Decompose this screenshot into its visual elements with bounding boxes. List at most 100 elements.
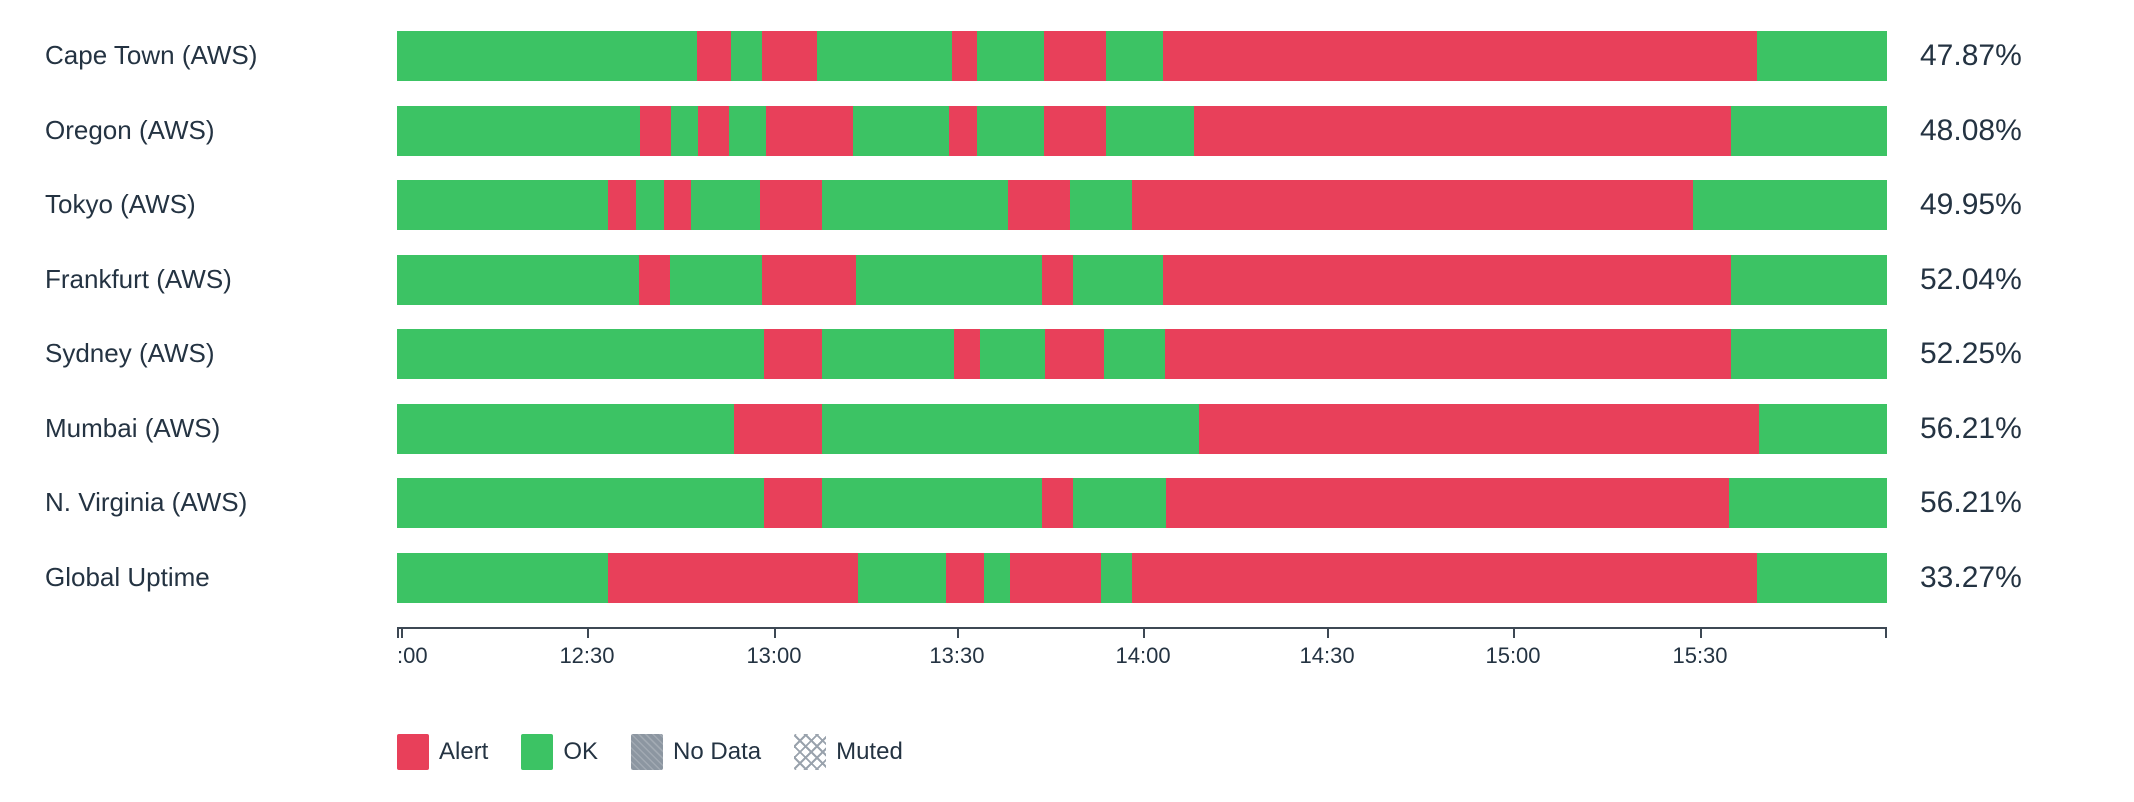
status-bar[interactable] (397, 478, 1887, 528)
status-segment-ok[interactable] (1730, 329, 1887, 379)
status-segment-alert[interactable] (639, 105, 671, 156)
status-segment-ok[interactable] (397, 180, 609, 230)
status-segment-alert[interactable] (638, 254, 670, 305)
legend-swatch-ok (521, 734, 554, 770)
status-segment-alert[interactable] (1131, 552, 1757, 603)
status-segment-ok[interactable] (669, 254, 763, 305)
status-segment-alert[interactable] (1162, 31, 1757, 81)
status-segment-ok[interactable] (635, 180, 664, 230)
status-segment-ok[interactable] (1106, 105, 1195, 156)
status-segment-ok[interactable] (1757, 31, 1887, 81)
status-segment-ok[interactable] (1730, 254, 1887, 305)
status-bar[interactable] (397, 254, 1887, 305)
status-segment-ok[interactable] (1731, 105, 1887, 156)
status-segment-ok[interactable] (1756, 552, 1887, 603)
status-segment-ok[interactable] (822, 478, 1043, 528)
status-segment-ok[interactable] (976, 31, 1044, 81)
status-segment-ok[interactable] (1758, 403, 1887, 454)
status-segment-alert[interactable] (1007, 180, 1070, 230)
status-segment-alert[interactable] (951, 31, 977, 81)
status-segment-alert[interactable] (761, 31, 817, 81)
status-segment-alert[interactable] (759, 180, 822, 230)
uptime-row: Sydney (AWS) 52.25% (0, 329, 2134, 379)
status-segment-ok[interactable] (1073, 478, 1167, 528)
status-segment-ok[interactable] (397, 329, 764, 379)
region-label: Cape Town (AWS) (45, 40, 258, 71)
status-segment-alert[interactable] (762, 254, 857, 305)
status-segment-alert[interactable] (1198, 403, 1759, 454)
status-segment-ok[interactable] (822, 329, 954, 379)
status-segment-alert[interactable] (698, 105, 730, 156)
status-bar[interactable] (397, 105, 1887, 156)
uptime-status-widget: Cape Town (AWS) 47.87% Oregon (AWS) 48.08% T… (0, 31, 2134, 770)
status-segment-ok[interactable] (1069, 180, 1132, 230)
status-segment-alert[interactable] (663, 180, 691, 230)
status-segment-alert[interactable] (763, 329, 823, 379)
axis-tick-label: :00 (397, 643, 428, 668)
uptime-rows: Cape Town (AWS) 47.87% Oregon (AWS) 48.08% T… (0, 31, 2134, 603)
status-segment-alert[interactable] (1166, 478, 1730, 528)
status-segment-ok[interactable] (1105, 31, 1163, 81)
status-segment-ok[interactable] (816, 31, 952, 81)
status-segment-alert[interactable] (608, 552, 859, 603)
status-segment-alert[interactable] (1044, 105, 1107, 156)
status-segment-ok[interactable] (397, 552, 609, 603)
status-segment-ok[interactable] (690, 180, 760, 230)
status-segment-ok[interactable] (1100, 552, 1132, 603)
status-segment-ok[interactable] (853, 105, 949, 156)
status-segment-alert[interactable] (763, 478, 823, 528)
status-segment-alert[interactable] (1162, 254, 1731, 305)
status-segment-ok[interactable] (397, 31, 697, 81)
status-segment-ok[interactable] (821, 180, 1008, 230)
status-segment-ok[interactable] (856, 254, 1042, 305)
status-segment-alert[interactable] (765, 105, 854, 156)
status-segment-ok[interactable] (821, 403, 1199, 454)
status-segment-alert[interactable] (608, 180, 636, 230)
status-segment-alert[interactable] (1009, 552, 1101, 603)
uptime-row: Mumbai (AWS) 56.21% (0, 403, 2134, 454)
status-segment-alert[interactable] (949, 105, 977, 156)
status-segment-alert[interactable] (1164, 329, 1731, 379)
uptime-row: Cape Town (AWS) 47.87% (0, 31, 2134, 81)
axis-tick-label: 12:30 (559, 643, 615, 668)
status-segment-alert[interactable] (945, 552, 985, 603)
status-segment-ok[interactable] (984, 552, 1010, 603)
status-segment-ok[interactable] (397, 105, 640, 156)
axis-tick (1513, 627, 1515, 638)
status-segment-alert[interactable] (1044, 329, 1104, 379)
status-segment-alert[interactable] (1194, 105, 1732, 156)
status-segment-alert[interactable] (696, 31, 731, 81)
status-segment-ok[interactable] (980, 329, 1045, 379)
status-segment-ok[interactable] (1729, 478, 1887, 528)
status-segment-ok[interactable] (397, 403, 735, 454)
status-segment-ok[interactable] (730, 31, 762, 81)
uptime-value: 56.21% (1920, 486, 2022, 519)
status-segment-alert[interactable] (1131, 180, 1693, 230)
status-segment-ok[interactable] (1692, 180, 1887, 230)
uptime-value: 49.95% (1920, 188, 2022, 221)
status-bar[interactable] (397, 329, 1887, 379)
legend-label: Muted (836, 738, 903, 765)
status-segment-alert[interactable] (953, 329, 980, 379)
status-segment-ok[interactable] (729, 105, 766, 156)
status-segment-alert[interactable] (1043, 31, 1106, 81)
status-segment-alert[interactable] (1042, 478, 1074, 528)
status-segment-ok[interactable] (1103, 329, 1165, 379)
status-segment-ok[interactable] (1072, 254, 1163, 305)
region-label: Frankfurt (AWS) (45, 263, 232, 294)
status-segment-alert[interactable] (1041, 254, 1073, 305)
status-bar[interactable] (397, 180, 1887, 230)
legend-swatch-nodata (631, 734, 664, 770)
region-label: Mumbai (AWS) (45, 412, 221, 443)
status-segment-alert[interactable] (734, 403, 822, 454)
axis-tick-label: 14:30 (1299, 643, 1355, 668)
uptime-value: 47.87% (1920, 39, 2022, 72)
status-segment-ok[interactable] (977, 105, 1045, 156)
status-bar[interactable] (397, 403, 1887, 454)
status-bar[interactable] (397, 31, 1887, 81)
status-bar[interactable] (397, 552, 1887, 603)
status-segment-ok[interactable] (397, 254, 639, 305)
status-segment-ok[interactable] (858, 552, 946, 603)
status-segment-ok[interactable] (397, 478, 764, 528)
status-segment-ok[interactable] (670, 105, 699, 156)
